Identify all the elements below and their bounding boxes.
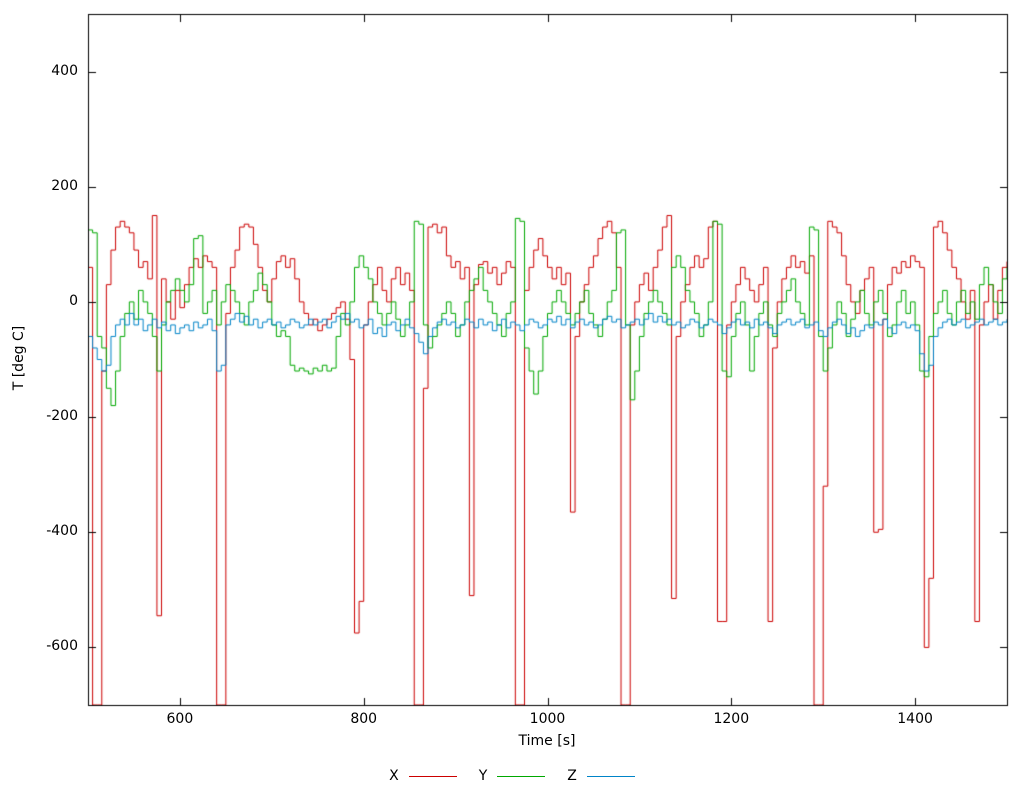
x-tick-label: 1000 — [529, 711, 566, 727]
x-tick-label: 600 — [166, 711, 194, 727]
legend-line-x — [408, 775, 457, 777]
y-tick-label: -400 — [46, 523, 78, 540]
legend-entry-y: Y — [479, 768, 546, 784]
y-tick-label: -200 — [46, 408, 78, 425]
y-tick-label: 200 — [51, 177, 78, 194]
x-tick-label: 1200 — [713, 711, 750, 727]
legend-line-y — [497, 775, 546, 777]
legend-label-y: Y — [478, 768, 488, 784]
x-tick-label: 800 — [350, 711, 378, 727]
y-axis-title: T [deg C] — [11, 325, 27, 391]
legend-entry-x: X — [389, 768, 457, 784]
y-tick-label: -600 — [46, 638, 78, 655]
legend-label-x: X — [389, 768, 399, 784]
x-tick-label: 1400 — [897, 711, 933, 727]
legend: X Y Z — [0, 768, 1024, 784]
legend-label-z: Z — [567, 768, 577, 784]
legend-entry-z: Z — [567, 768, 635, 784]
x-axis-title: Time [s] — [518, 733, 576, 749]
legend-line-z — [586, 775, 635, 777]
y-tick-label: 400 — [51, 62, 78, 79]
y-tick-label: 0 — [69, 292, 78, 309]
